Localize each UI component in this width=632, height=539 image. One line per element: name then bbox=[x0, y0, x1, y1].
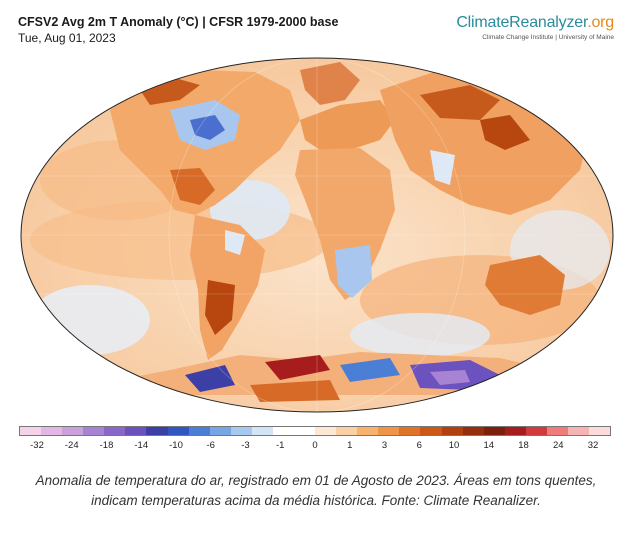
colorbar-segment bbox=[167, 427, 189, 435]
map-title: CFSV2 Avg 2m T Anomaly (°C) | CFSR 1979-… bbox=[18, 15, 339, 29]
colorbar-segment bbox=[294, 427, 316, 435]
colorbar-segment bbox=[188, 427, 210, 435]
cool-patch bbox=[30, 285, 150, 355]
hot-antarctic bbox=[250, 380, 340, 402]
hot-siberia bbox=[420, 85, 500, 120]
colorbar-segment bbox=[546, 427, 569, 435]
colorbar-segment bbox=[441, 427, 463, 435]
hot-antarctic-peninsula bbox=[265, 355, 330, 380]
colorbar-tick-label: -6 bbox=[206, 440, 215, 451]
colorbar-segment bbox=[41, 427, 63, 435]
colorbar-segment bbox=[315, 427, 337, 435]
cool-weddell bbox=[340, 358, 400, 382]
colorbar-tick-label: -1 bbox=[276, 440, 285, 451]
brand-subtitle: Climate Change Institute | University of… bbox=[482, 34, 614, 41]
hot-mexico bbox=[170, 168, 215, 205]
colorbar-segment bbox=[272, 427, 295, 435]
colorbar-tick-label: 32 bbox=[587, 440, 599, 451]
colorbar-segment bbox=[420, 427, 442, 435]
colorbar-tick-label: -24 bbox=[64, 440, 79, 451]
cool-india bbox=[430, 150, 455, 185]
strong-cool-canada bbox=[190, 115, 225, 140]
cool-east-siberia bbox=[520, 80, 570, 115]
cool-amazon bbox=[225, 230, 245, 255]
cool-patch bbox=[350, 313, 490, 357]
colorbar-segment bbox=[62, 427, 84, 435]
colorbar-tick-label: 0 bbox=[312, 440, 318, 451]
colorbar bbox=[19, 426, 611, 436]
colorbar-segment bbox=[251, 427, 273, 435]
colorbar-tick-label: -14 bbox=[134, 440, 149, 451]
brand-logo[interactable]: ClimateReanalyzer.org Climate Change Ins… bbox=[456, 14, 614, 41]
colorbar-tick-label: 1 bbox=[347, 440, 353, 451]
colorbar-segment bbox=[20, 427, 42, 435]
colorbar-segment bbox=[357, 427, 379, 435]
colorbar-tick-label: 3 bbox=[381, 440, 388, 451]
colorbar-segment bbox=[83, 427, 105, 435]
colorbar-segment bbox=[462, 427, 484, 435]
hot-alaska bbox=[140, 78, 200, 105]
colorbar-ticks: -32 -24 -18 -14 -10 -6 -3 -1 0 1 3 6 10 14 18 24 32 bbox=[19, 440, 611, 454]
colorbar-segment bbox=[399, 427, 421, 435]
europe bbox=[300, 100, 395, 150]
colorbar-segment bbox=[525, 427, 547, 435]
colorbar-segment bbox=[504, 427, 526, 435]
graticule bbox=[21, 58, 613, 412]
map-outline bbox=[20, 57, 614, 413]
colorbar-tick-label: 18 bbox=[518, 440, 529, 451]
colorbar-segment bbox=[568, 427, 590, 435]
colorbar-tick-label: 10 bbox=[448, 440, 460, 451]
colorbar-tick-label: 14 bbox=[483, 440, 495, 451]
colorbar-segment bbox=[378, 427, 400, 435]
colorbar-segment bbox=[104, 427, 126, 435]
anomaly-map bbox=[20, 57, 614, 413]
cool-south-africa bbox=[335, 245, 372, 298]
colorbar-tick-label: -3 bbox=[241, 440, 250, 451]
colorbar-segment bbox=[336, 427, 358, 435]
figure-caption: Anomalia de temperatura do ar, registrad… bbox=[35, 473, 597, 508]
hot-argentina bbox=[205, 280, 235, 335]
colorbar-segment bbox=[146, 427, 168, 435]
brand-suffix: .org bbox=[587, 14, 614, 31]
colorbar-tick-label: -32 bbox=[30, 440, 44, 451]
colorbar-segment bbox=[125, 427, 147, 435]
strong-cool-south-pacific bbox=[185, 365, 235, 392]
colorbar-segment bbox=[483, 427, 505, 435]
brand-name: ClimateReanalyzer bbox=[456, 14, 588, 31]
colorbar-segment bbox=[589, 427, 611, 435]
colorbar-tick-label: -18 bbox=[99, 440, 114, 451]
australia bbox=[485, 255, 565, 315]
greenland bbox=[300, 62, 360, 105]
hot-china bbox=[480, 115, 530, 150]
colorbar-tick-label: 6 bbox=[416, 440, 422, 451]
colorbar-tick-label: -10 bbox=[169, 440, 183, 451]
map-date: Tue, Aug 01, 2023 bbox=[18, 31, 116, 45]
colorbar-segment bbox=[230, 427, 252, 435]
colorbar-segment bbox=[209, 427, 231, 435]
colorbar-tick-label: 24 bbox=[552, 440, 564, 451]
extreme-cool-east-antarctic bbox=[430, 370, 470, 385]
